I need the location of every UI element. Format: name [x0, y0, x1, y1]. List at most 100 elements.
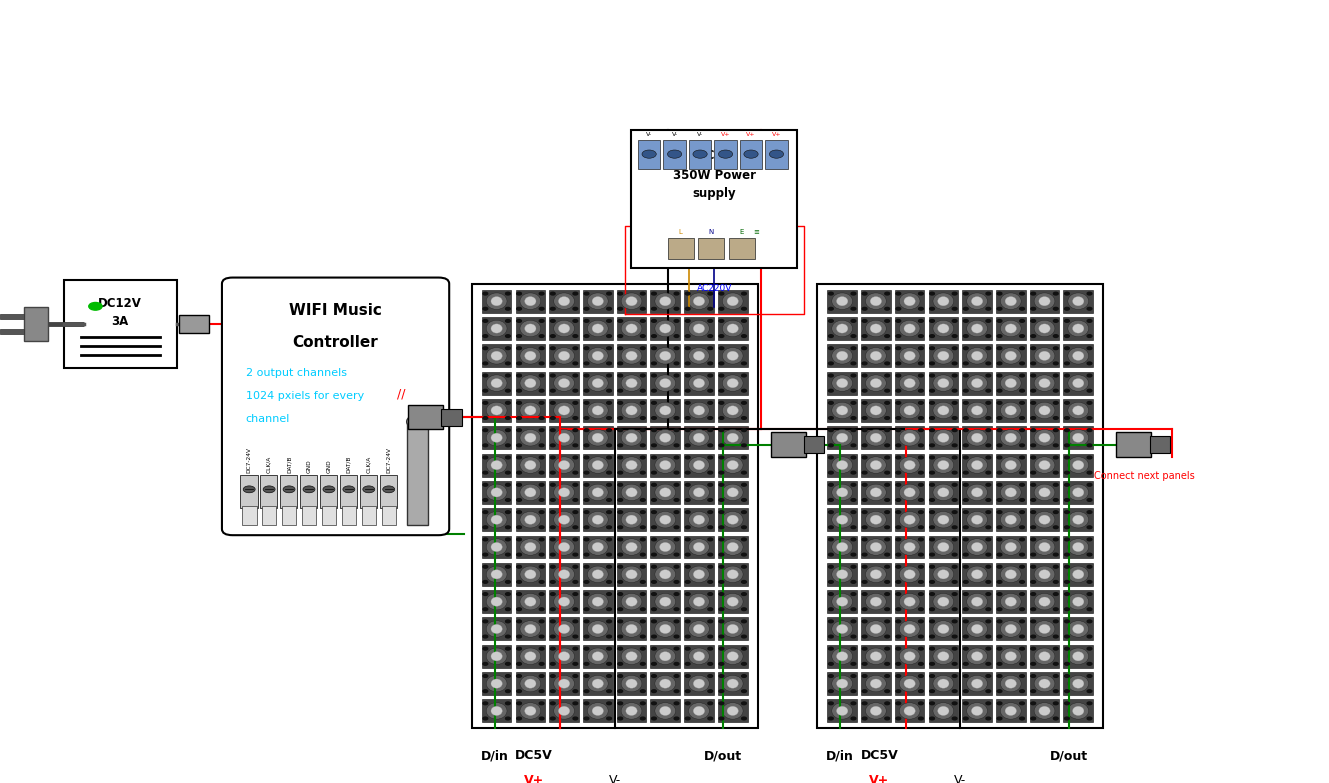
Circle shape — [550, 717, 556, 720]
Circle shape — [674, 620, 679, 622]
Text: CLK/A: CLK/A — [367, 456, 371, 473]
Bar — [408, 405, 443, 429]
Text: DAT/B: DAT/B — [287, 456, 291, 473]
Circle shape — [930, 593, 934, 595]
Circle shape — [708, 429, 712, 431]
Ellipse shape — [938, 624, 949, 633]
Circle shape — [482, 444, 488, 446]
Circle shape — [607, 483, 611, 486]
Circle shape — [505, 292, 510, 295]
Circle shape — [851, 593, 856, 595]
Ellipse shape — [626, 433, 637, 442]
Ellipse shape — [870, 597, 881, 606]
Bar — [516, 345, 545, 367]
Bar — [894, 481, 925, 504]
Circle shape — [1019, 511, 1025, 514]
Circle shape — [964, 580, 968, 583]
Ellipse shape — [870, 433, 881, 442]
Circle shape — [719, 702, 724, 705]
Circle shape — [505, 580, 510, 583]
Circle shape — [719, 471, 724, 474]
Circle shape — [1054, 702, 1058, 705]
Circle shape — [540, 347, 544, 349]
Circle shape — [618, 580, 622, 583]
Bar — [929, 481, 958, 504]
Circle shape — [674, 417, 679, 420]
Circle shape — [505, 389, 510, 392]
Ellipse shape — [525, 515, 536, 525]
Bar — [995, 453, 1026, 477]
Circle shape — [641, 417, 645, 420]
Ellipse shape — [490, 651, 502, 661]
Ellipse shape — [870, 352, 881, 360]
Circle shape — [953, 717, 957, 720]
Circle shape — [828, 483, 833, 486]
Circle shape — [573, 483, 578, 486]
Circle shape — [953, 483, 957, 486]
Circle shape — [896, 526, 901, 529]
Text: DC5V: DC5V — [860, 749, 898, 762]
Circle shape — [1087, 526, 1092, 529]
Bar — [828, 399, 857, 422]
Circle shape — [1019, 499, 1025, 501]
Bar — [995, 536, 1026, 558]
Bar — [962, 699, 991, 723]
Ellipse shape — [933, 539, 954, 555]
Circle shape — [742, 389, 747, 392]
Ellipse shape — [727, 570, 739, 579]
Circle shape — [719, 389, 724, 392]
Ellipse shape — [1034, 293, 1055, 309]
Ellipse shape — [966, 648, 987, 665]
Bar — [962, 317, 991, 340]
Circle shape — [505, 429, 510, 431]
Ellipse shape — [587, 621, 609, 637]
Circle shape — [708, 648, 712, 650]
Bar — [962, 372, 991, 395]
Ellipse shape — [626, 488, 637, 497]
Circle shape — [997, 662, 1002, 666]
Ellipse shape — [1034, 456, 1055, 474]
Circle shape — [505, 483, 510, 486]
Circle shape — [930, 499, 934, 501]
Circle shape — [896, 292, 901, 295]
Circle shape — [651, 526, 657, 529]
Circle shape — [964, 417, 968, 420]
Ellipse shape — [688, 648, 710, 665]
Circle shape — [651, 538, 657, 541]
Circle shape — [1019, 675, 1025, 677]
Circle shape — [651, 402, 657, 404]
Circle shape — [708, 593, 712, 595]
Text: CLK/A: CLK/A — [267, 456, 271, 473]
Ellipse shape — [558, 679, 570, 688]
Circle shape — [708, 662, 712, 666]
Ellipse shape — [558, 651, 570, 661]
Circle shape — [573, 292, 578, 295]
Circle shape — [618, 308, 622, 310]
Bar — [995, 672, 1026, 695]
Ellipse shape — [554, 511, 574, 528]
Circle shape — [1087, 319, 1092, 323]
Ellipse shape — [933, 566, 954, 583]
Bar — [861, 345, 890, 367]
Circle shape — [573, 662, 578, 666]
Text: N: N — [708, 229, 714, 236]
Bar — [1030, 453, 1059, 477]
Circle shape — [964, 593, 968, 595]
Ellipse shape — [525, 406, 536, 415]
Bar — [516, 290, 545, 312]
Circle shape — [585, 483, 589, 486]
Bar — [650, 672, 680, 695]
Circle shape — [918, 526, 924, 529]
Ellipse shape — [832, 675, 853, 692]
Circle shape — [986, 402, 990, 404]
Ellipse shape — [486, 348, 508, 364]
Circle shape — [641, 347, 645, 349]
Ellipse shape — [655, 675, 675, 692]
Circle shape — [618, 635, 622, 638]
Bar — [861, 481, 890, 504]
Bar — [929, 372, 958, 395]
Circle shape — [851, 456, 856, 459]
Circle shape — [641, 511, 645, 514]
Circle shape — [885, 675, 889, 677]
Circle shape — [918, 580, 924, 583]
